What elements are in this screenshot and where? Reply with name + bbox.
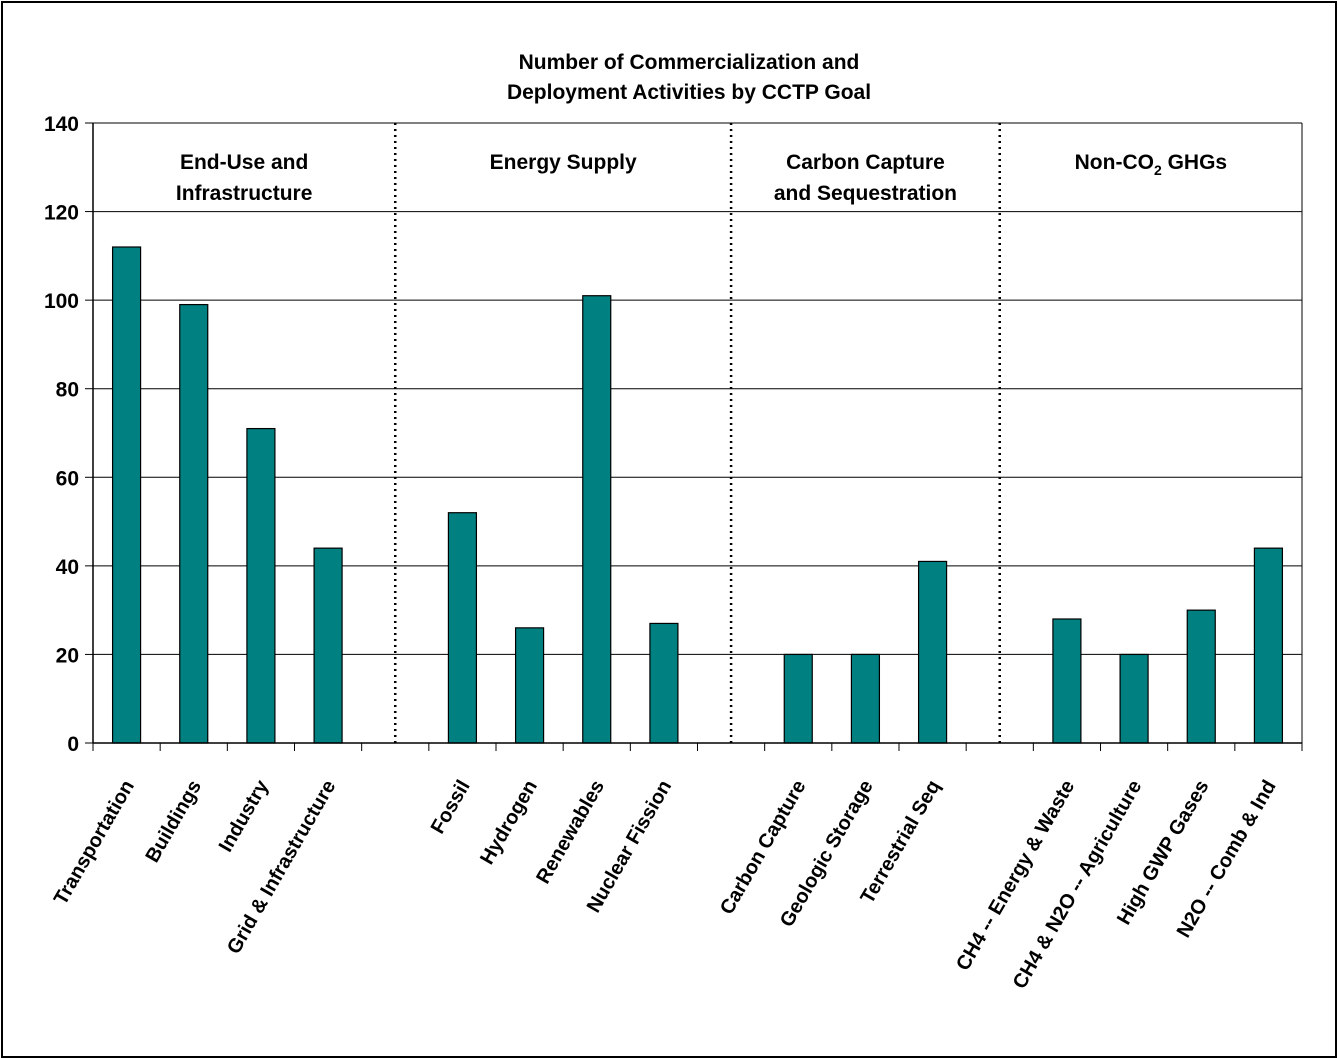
group-label: Non-CO2 GHGs (1075, 151, 1227, 178)
y-tick-labels: 0 20 40 60 80 100 120 140 (44, 113, 79, 756)
bar (917, 560, 948, 744)
group-label: End-Use and (180, 151, 308, 174)
bar (1253, 547, 1284, 744)
bar (179, 303, 209, 744)
bar-chart: Number of Commercialization and Deployme… (44, 51, 1303, 993)
group-label: and Sequestration (774, 182, 957, 205)
bar (582, 295, 612, 744)
y-tick-label: 0 (67, 733, 79, 756)
bar (1052, 618, 1082, 744)
chart-title-line-1: Number of Commercialization and (519, 51, 860, 74)
bar (514, 627, 545, 744)
bar (1119, 653, 1149, 744)
bar (313, 547, 343, 744)
y-tick-label: 140 (44, 113, 79, 136)
x-tick-label: Fossil (427, 777, 475, 838)
x-tick-label: Buildings (141, 777, 206, 867)
y-tick-label: 80 (56, 379, 79, 402)
bar (111, 246, 142, 744)
axes (85, 122, 1303, 751)
bar (447, 512, 478, 744)
gridlines (93, 122, 1302, 655)
bar (246, 427, 276, 744)
x-tick-label: Industry (215, 776, 274, 856)
bar (783, 653, 813, 744)
y-tick-label: 60 (56, 467, 79, 490)
group-label: Energy Supply (490, 151, 637, 174)
chart-title-line-2: Deployment Activities by CCTP Goal (507, 81, 871, 104)
bars (111, 246, 1284, 744)
x-tick-label: CH4 -- Energy & Waste (952, 777, 1079, 975)
y-tick-label: 120 (44, 202, 79, 225)
y-tick-label: 100 (44, 290, 79, 313)
x-tick-label: Transportation (50, 777, 139, 909)
bar (850, 653, 881, 744)
x-tick-label: Hydrogen (476, 777, 542, 869)
group-label: Carbon Capture (786, 151, 945, 174)
y-tick-label: 20 (56, 644, 79, 667)
group-labels: End-Use and Infrastructure Energy Supply Ca… (176, 151, 1227, 205)
x-tick-label: Renewables (532, 777, 609, 888)
group-label: Infrastructure (176, 182, 313, 205)
bar (649, 622, 679, 744)
y-tick-label: 40 (56, 556, 79, 579)
x-tick-label: CH4 & N2O -- Agriculture (1009, 777, 1147, 993)
group-separators (394, 123, 1001, 743)
bar (1186, 609, 1216, 744)
